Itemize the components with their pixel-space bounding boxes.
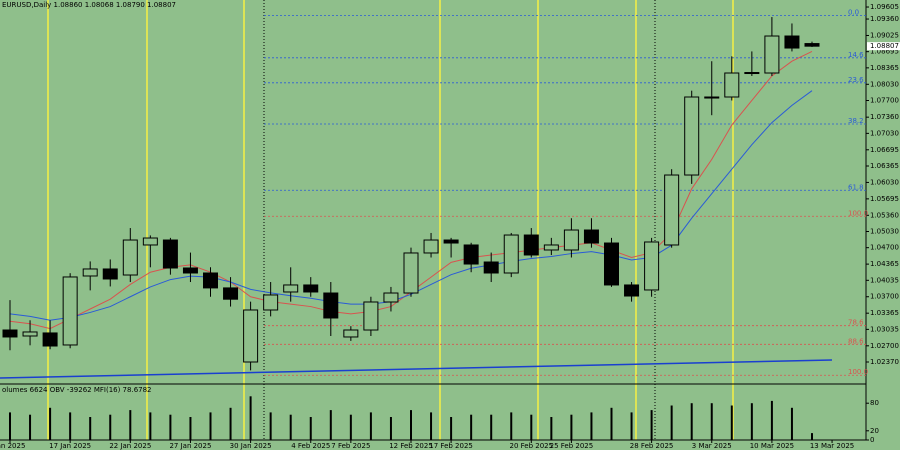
candle-body [263,294,279,311]
x-tick-label: 17 Feb 2025 [429,442,473,450]
y-tick-label: 1.09360 [870,15,899,23]
y-tick-label: 1.05695 [870,195,899,203]
last-price-box [867,42,900,51]
chart-title: EURUSD,Daily 1.08860 1.08068 1.08790 1.0… [2,1,176,9]
x-tick-label: 13 Mar 2025 [810,442,854,450]
candle-body [543,244,559,251]
x-tick-label: 17 Jan 2025 [49,442,91,450]
candle-body [784,35,800,49]
candle-body [483,261,499,274]
candle-body [182,267,198,274]
candle-body [82,268,98,277]
candle-body [744,72,760,75]
candle-body [22,331,38,337]
y-tick-label: 1.03700 [870,293,899,301]
y-tick-label: 1.08695 [870,48,899,56]
y-tick-label: 1.04700 [870,244,899,252]
candle-body [423,239,439,254]
fib-label: 38.2 [848,117,864,125]
fib-label: 0.0 [848,9,859,17]
y-tick-label: 1.07360 [870,113,899,121]
y-tick-label: 1.02700 [870,342,899,350]
x-tick-label: 4 Feb 2025 [291,442,330,450]
y-tick-label: 1.06695 [870,146,899,154]
candle-body [724,72,740,98]
volume-tick-label: 20 [870,427,879,435]
y-tick-label: 1.08365 [870,64,899,72]
x-tick-label: 25 Feb 2025 [550,442,594,450]
x-tick-label: 7 Feb 2025 [331,442,370,450]
candle-body [443,239,459,244]
candle-body [203,272,218,289]
fib-label: 23.6 [848,76,864,84]
fib-label: 100.0 [848,209,868,217]
y-tick-label: 1.05360 [870,211,899,219]
x-tick-label: 10 Mar 2025 [750,442,794,450]
y-tick-label: 1.02370 [870,358,899,366]
candle-body [363,301,379,331]
x-tick-label: Jan 2025 [0,442,25,450]
candle-body [62,276,78,346]
y-tick-label: 1.08030 [870,80,899,88]
trend-line [0,359,833,379]
fib-label: 88.6 [848,337,864,345]
candle-body [804,43,820,47]
x-tick-label: 20 Feb 2025 [510,442,554,450]
candle-body [383,292,399,303]
y-tick-label: 1.04035 [870,276,899,284]
y-tick-label: 1.03035 [870,325,899,333]
candle-body [223,287,239,300]
y-tick-label: 1.04365 [870,260,899,268]
candle-body [604,242,619,286]
vertical-lines [47,0,734,440]
candle-body [704,96,720,99]
y-tick-label: 1.05030 [870,227,899,235]
candle-body [644,241,660,291]
x-tick-label: 3 Mar 2025 [692,442,732,450]
x-tick-label: 27 Jan 2025 [169,442,211,450]
candle-body [664,174,680,246]
y-tick-label: 1.06030 [870,178,899,186]
candle-body [343,329,359,338]
candle-body [684,96,700,176]
volume-tick-label: 80 [870,399,879,407]
volume-tick-label: 0 [870,436,874,444]
y-tick-label: 1.09025 [870,31,899,39]
fib-label: 100.0 [848,368,868,376]
candle-body [463,244,479,265]
candle-body [102,268,118,280]
candle-body [2,329,18,338]
x-tick-label: 22 Jan 2025 [109,442,151,450]
fib-label: 78.6 [848,319,864,327]
indicator-header: olumes 6624 OBV -39262 MFI(16) 78.6782 [2,386,152,394]
y-tick-label: 1.07700 [870,96,899,104]
candle-body [624,284,640,297]
candle-body [764,35,780,74]
candle-body [42,332,58,347]
candle-body [403,252,419,294]
candle-body [503,234,519,274]
y-tick-label: 1.07030 [870,129,899,137]
candle-body [323,292,339,319]
fib-label: 14.6 [848,51,864,59]
x-tick-label: 28 Feb 2025 [630,442,674,450]
fib-label: 61.8 [848,183,864,191]
candle-body [142,237,158,246]
candle-body [583,229,599,244]
last-price-label: 1.08807 [870,42,899,50]
x-tick-label: 30 Jan 2025 [230,442,272,450]
candle-body [162,239,178,269]
candle-body [122,239,138,276]
candle-body [563,229,579,251]
y-tick-label: 1.09605 [870,3,899,11]
candle-body [283,284,299,293]
y-tick-label: 1.06365 [870,162,899,170]
candle-body [523,234,539,256]
candle-body [243,309,259,363]
x-tick-label: 12 Feb 2025 [389,442,433,450]
y-tick-label: 1.03365 [870,309,899,317]
candle-body [303,284,319,293]
